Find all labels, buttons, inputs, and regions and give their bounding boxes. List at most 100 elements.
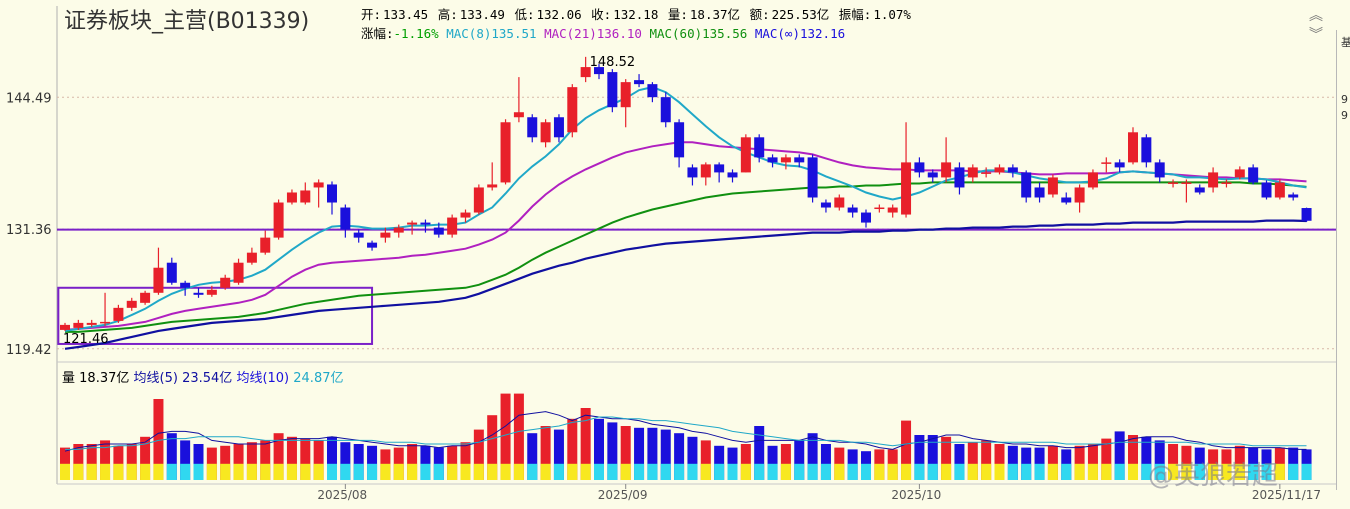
- candle-body: [206, 289, 217, 295]
- volume-bar: [220, 445, 231, 480]
- volume-bar-base: [714, 463, 725, 480]
- volume-bar-base: [1261, 463, 1272, 480]
- volume-bar-base: [941, 463, 952, 480]
- volume-bar: [794, 440, 805, 480]
- volume-bar-base: [807, 463, 818, 480]
- candle-body: [1087, 172, 1098, 188]
- x-tick-label: 2025/11/17: [1252, 488, 1321, 502]
- candle-body: [874, 207, 885, 210]
- candle-body: [100, 321, 111, 324]
- volume-bar-base: [367, 463, 378, 480]
- candle-body: [820, 202, 831, 208]
- candle-body: [1034, 187, 1045, 198]
- candle-body: [847, 207, 858, 213]
- x-tick-label: 2025/10: [891, 488, 941, 502]
- volume-bar-base: [260, 463, 271, 480]
- volume-bar: [166, 433, 177, 480]
- candle-body: [260, 237, 271, 253]
- volume-bar-base: [927, 463, 938, 480]
- candle-body: [327, 184, 337, 203]
- candle-body: [1221, 182, 1232, 184]
- candle-body: [393, 227, 404, 233]
- candle-body: [246, 252, 257, 263]
- ma60-value: 135.56: [702, 26, 748, 41]
- volume-bar-base: [1128, 463, 1138, 480]
- volume-bar-base: [1074, 463, 1085, 480]
- candle-body: [687, 167, 698, 178]
- volume-bar-base: [393, 463, 404, 480]
- volume-bar-base: [513, 463, 524, 480]
- volume-bar: [714, 445, 725, 480]
- candle-body: [754, 137, 765, 158]
- candle-body: [527, 117, 538, 138]
- candle-body: [73, 322, 84, 328]
- candle-body: [1074, 187, 1085, 203]
- volume-bar-base: [914, 463, 925, 480]
- volume-bar-base: [420, 463, 431, 480]
- volume-bar-base: [487, 463, 498, 480]
- scroll-down-icon[interactable]: ︾: [1309, 27, 1323, 43]
- volume-bar-base: [500, 463, 511, 480]
- volume-bar-base: [246, 463, 257, 480]
- volume-bar-base: [834, 463, 845, 480]
- ma60-line: [65, 181, 1307, 333]
- volume-bar: [647, 427, 658, 480]
- candle-body: [313, 182, 324, 188]
- volume-bar-base: [113, 463, 124, 480]
- volume-bar-base: [1061, 463, 1072, 480]
- candle-body: [447, 217, 458, 235]
- vol-label: 量: [62, 371, 76, 386]
- scroll-up-icon[interactable]: ︽: [1309, 8, 1323, 24]
- volume-bar: [1141, 436, 1152, 480]
- change-label: 涨幅:: [361, 26, 394, 41]
- candle-body: [1261, 182, 1272, 198]
- candle-body: [86, 322, 97, 325]
- volume-bar: [634, 427, 645, 480]
- vol-avg10-label: 均线(10): [236, 371, 290, 386]
- ohlc-info-bar: 开: 133.45 高: 133.49 低: 132.06 收: 132.18 量: 18…: [361, 4, 913, 23]
- candle-body: [300, 190, 311, 203]
- candle-body: [513, 112, 524, 118]
- candle-body: [500, 122, 511, 183]
- candle-body: [367, 242, 378, 248]
- volume-bar-base: [861, 463, 871, 480]
- candle-body: [193, 292, 204, 295]
- volume-bar-base: [967, 463, 978, 480]
- right-side-panel-edge[interactable]: [1336, 30, 1350, 490]
- low-label: 低:: [514, 7, 535, 22]
- candle-body: [1248, 167, 1259, 183]
- ma-inf-line: [64, 219, 1307, 350]
- candle-body: [1208, 172, 1219, 188]
- close-value: 132.18: [613, 7, 659, 22]
- volume-bar: [353, 444, 364, 480]
- chart-title: 证券板块_主营(B01339): [64, 9, 310, 34]
- volume-bar: [1168, 444, 1179, 480]
- volume-bar-base: [100, 463, 111, 480]
- volume-bar-base: [300, 463, 311, 480]
- candle-body: [473, 187, 484, 213]
- highlight-box: [57, 286, 374, 345]
- volume-bar-base: [981, 463, 992, 480]
- volume-bar-base: [540, 463, 551, 480]
- candle-body: [1047, 177, 1058, 195]
- volume-bar-base: [1154, 463, 1165, 480]
- candle-body: [714, 164, 725, 173]
- volume-bar-base: [1087, 463, 1098, 480]
- volume-bar: [687, 436, 698, 480]
- volume-bar: [233, 444, 244, 480]
- right-panel-char: 基: [1341, 36, 1350, 49]
- volume-bar: [273, 433, 284, 480]
- volume-bar: [820, 444, 831, 480]
- volume-bar-base: [954, 463, 965, 480]
- volume-bar-base: [407, 463, 418, 480]
- volume-bar-base: [1301, 463, 1312, 480]
- candle-body: [340, 207, 351, 230]
- ma8-line: [64, 86, 1307, 332]
- candle-body: [553, 117, 564, 138]
- volume-bar-base: [193, 463, 204, 480]
- candle-body: [767, 157, 778, 163]
- volume-bar: [313, 440, 324, 480]
- volume-bar: [300, 438, 311, 480]
- volume-bar: [954, 444, 965, 480]
